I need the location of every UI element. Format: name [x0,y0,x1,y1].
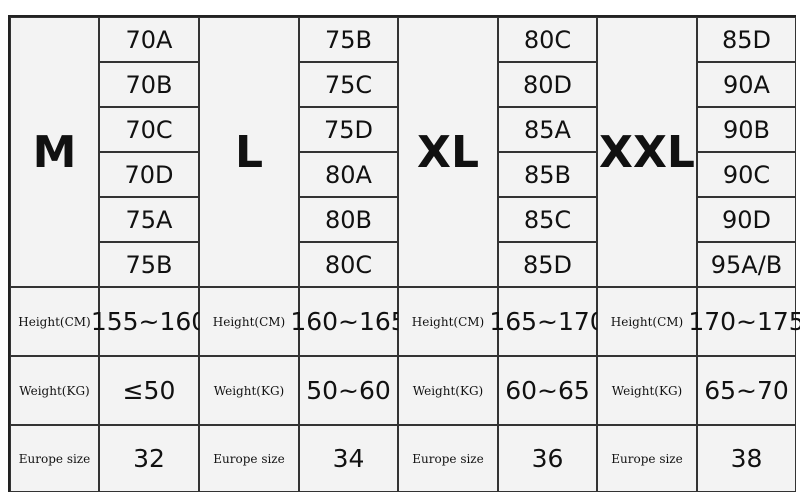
cup-size-cell: 80C [299,242,398,287]
cup-size-cell: 75C [299,62,398,107]
size-label: M [10,17,99,287]
cup-size-cell: 70C [99,107,199,152]
size-chart-table: M 70A 70B 70C 70D 75A 75B Height(CM) 155~160 Weig… [8,15,800,492]
europe-size-value: 32 [99,425,199,492]
europe-size-value: 38 [697,425,796,492]
cup-size-cell: 90B [697,107,796,152]
weight-label: Weight(KG) [199,356,299,425]
weight-value: 60~65 [498,356,597,425]
cup-size-cell: 80B [299,197,398,242]
height-label: Height(CM) [199,287,299,356]
europe-size-value: 36 [498,425,597,492]
cup-size-cell: 75D [299,107,398,152]
cup-size-cell: 85C [498,197,597,242]
cup-size-cell: 90D [697,197,796,242]
weight-label: Weight(KG) [10,356,99,425]
cup-size-cell: 90A [697,62,796,107]
cup-size-cell: 80D [498,62,597,107]
height-value: 155~160 [91,287,207,356]
height-label: Height(CM) [398,287,498,356]
europe-size-label: Europe size [10,425,99,492]
cup-size-cell: 70B [99,62,199,107]
cup-size-cell: 70D [99,152,199,197]
weight-label: Weight(KG) [597,356,697,425]
europe-size-label: Europe size [199,425,299,492]
cup-size-cell: 70A [99,17,199,62]
cup-size-cell: 85B [498,152,597,197]
size-label: L [199,17,299,287]
cup-size-cell: 95A/B [697,242,796,287]
cup-size-cell: 75B [299,17,398,62]
cup-size-cell: 85A [498,107,597,152]
height-value: 165~170 [489,287,606,356]
height-value: 170~175 [688,287,800,356]
height-label: Height(CM) [597,287,697,356]
cup-size-cell: 85D [697,17,796,62]
size-label: XXL [597,17,697,287]
europe-size-value: 34 [299,425,398,492]
weight-value: ≤50 [99,356,199,425]
size-label: XL [398,17,498,287]
cup-size-cell: 80A [299,152,398,197]
cup-size-cell: 85D [498,242,597,287]
europe-size-label: Europe size [597,425,697,492]
weight-value: 65~70 [697,356,796,425]
cup-size-cell: 90C [697,152,796,197]
cup-size-cell: 75B [99,242,199,287]
europe-size-label: Europe size [398,425,498,492]
cup-size-cell: 75A [99,197,199,242]
cup-size-cell: 80C [498,17,597,62]
weight-label: Weight(KG) [398,356,498,425]
weight-value: 50~60 [299,356,398,425]
height-value: 160~165 [290,287,407,356]
height-label: Height(CM) [10,287,99,356]
